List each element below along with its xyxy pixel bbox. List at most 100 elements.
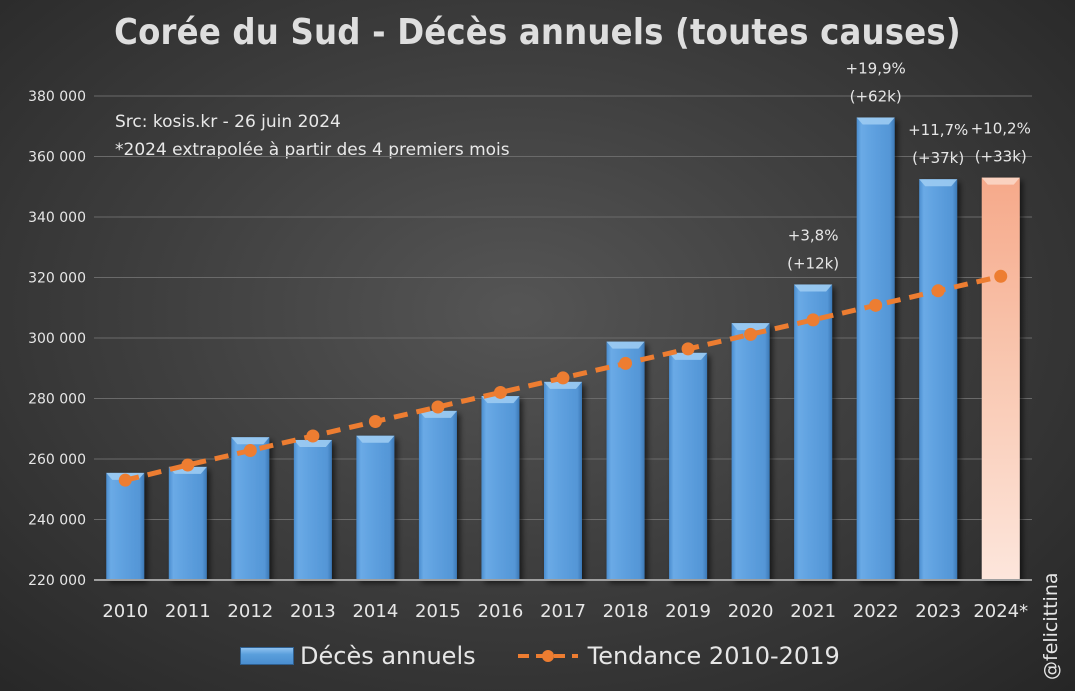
x-axis-ticks: 2010 2011 2012 2013 2014 2015 2016 2017 2018 2019… bbox=[102, 601, 1028, 622]
annotation-label: +3,8% bbox=[788, 226, 839, 244]
bar bbox=[231, 437, 270, 580]
trend-series bbox=[118, 269, 1008, 487]
bar bbox=[731, 323, 770, 580]
bar bbox=[669, 352, 708, 580]
legend-label-tendance: Tendance 2010-2019 bbox=[587, 642, 840, 670]
y-tick-label: 220 000 bbox=[28, 573, 86, 589]
bar bbox=[544, 381, 582, 580]
bar-2010 bbox=[106, 472, 145, 580]
legend-item-deces: Décès annuels bbox=[240, 642, 476, 670]
bar bbox=[168, 466, 207, 580]
trend-point bbox=[869, 298, 883, 312]
bar-2024* bbox=[981, 177, 1020, 581]
x-tick-label: 2012 bbox=[227, 601, 273, 622]
legend-item-tendance: Tendance 2010-2019 bbox=[476, 642, 840, 670]
trend-point bbox=[556, 371, 570, 385]
y-tick-label: 280 000 bbox=[28, 392, 86, 408]
x-tick-label: 2017 bbox=[540, 601, 586, 622]
y-axis-ticks: 220 000 240 000 260 000 280 000 300 000 320 0… bbox=[28, 89, 86, 589]
annotation-label: (+12k) bbox=[787, 254, 839, 272]
x-tick-label: 2015 bbox=[415, 601, 461, 622]
y-tick-label: 240 000 bbox=[28, 513, 86, 529]
bar-2011 bbox=[168, 466, 207, 580]
bar-bevel bbox=[356, 435, 395, 443]
bar-2020 bbox=[731, 323, 770, 580]
x-tick-label: 2022 bbox=[853, 601, 899, 622]
bar bbox=[418, 410, 457, 580]
bar-2014 bbox=[356, 435, 395, 580]
trend-point bbox=[243, 444, 257, 458]
trend-point bbox=[368, 414, 382, 428]
bar bbox=[856, 117, 895, 580]
x-tick-label: 2021 bbox=[790, 601, 836, 622]
bar-series bbox=[106, 117, 1020, 581]
bar-bevel bbox=[481, 396, 520, 404]
bar-bevel bbox=[544, 381, 582, 389]
x-tick-label: 2010 bbox=[102, 601, 148, 622]
y-tick-label: 340 000 bbox=[28, 210, 86, 226]
legend: Décès annuels Tendance 2010-2019 bbox=[240, 642, 840, 670]
trend-point bbox=[619, 356, 633, 370]
bar-2021 bbox=[794, 284, 833, 580]
legend-dashed-line-icon bbox=[517, 650, 578, 662]
bar bbox=[106, 472, 145, 580]
bar-bevel bbox=[418, 410, 457, 418]
bar-2017 bbox=[544, 381, 582, 580]
x-tick-label: 2024* bbox=[973, 601, 1028, 622]
bar-2022 bbox=[856, 117, 895, 580]
extrapolation-note: *2024 extrapolée à partir des 4 premiers… bbox=[115, 140, 510, 160]
trend-point bbox=[931, 284, 945, 298]
annotation-label: +11,7% bbox=[908, 121, 968, 139]
x-tick-label: 2023 bbox=[915, 601, 961, 622]
annotation-label: (+33k) bbox=[975, 148, 1027, 166]
trend-point bbox=[306, 429, 320, 443]
y-tick-label: 300 000 bbox=[28, 331, 86, 347]
watermark: @felicittina bbox=[1040, 572, 1062, 680]
bar bbox=[919, 179, 958, 580]
bar-2016 bbox=[481, 396, 520, 580]
y-tick-label: 320 000 bbox=[28, 271, 86, 287]
trend-point bbox=[181, 458, 195, 472]
y-tick-label: 380 000 bbox=[28, 89, 86, 105]
trend-point bbox=[118, 473, 132, 487]
y-tick-label: 260 000 bbox=[28, 452, 86, 468]
y-tick-label: 360 000 bbox=[28, 150, 86, 166]
bar bbox=[794, 284, 833, 580]
bar bbox=[356, 435, 395, 580]
bar-2023 bbox=[919, 179, 958, 580]
bar-bevel bbox=[293, 439, 332, 447]
bar-2019 bbox=[669, 352, 708, 580]
annotation-label: (+62k) bbox=[850, 87, 902, 105]
annotation-label: +10,2% bbox=[971, 120, 1031, 138]
bar-bevel bbox=[856, 117, 895, 125]
bar-2018 bbox=[606, 341, 645, 580]
trend-point bbox=[493, 385, 507, 399]
legend-bar-swatch-icon bbox=[240, 647, 294, 665]
annotation-label: +19,9% bbox=[846, 59, 906, 77]
bar-2015 bbox=[418, 410, 457, 580]
trend-point bbox=[744, 327, 758, 341]
bar bbox=[481, 396, 520, 580]
x-tick-label: 2013 bbox=[290, 601, 336, 622]
x-tick-label: 2011 bbox=[165, 601, 211, 622]
x-tick-label: 2019 bbox=[665, 601, 711, 622]
bar-bevel bbox=[981, 177, 1020, 185]
legend-label-deces: Décès annuels bbox=[300, 642, 476, 670]
bar-bevel bbox=[919, 179, 958, 187]
trend-point bbox=[681, 342, 695, 356]
trend-point bbox=[806, 313, 820, 327]
bar bbox=[981, 177, 1020, 581]
source-note: Src: kosis.kr - 26 juin 2024 bbox=[115, 112, 341, 132]
bar bbox=[606, 341, 645, 580]
bar-bevel bbox=[731, 323, 770, 331]
chart-title: Corée du Sud - Décès annuels (toutes cau… bbox=[114, 12, 961, 53]
x-tick-label: 2014 bbox=[352, 601, 398, 622]
x-tick-label: 2016 bbox=[478, 601, 524, 622]
bar-bevel bbox=[606, 341, 645, 349]
trend-point bbox=[994, 269, 1008, 283]
bar-annotations: +3,8% (+12k) +19,9% (+62k) +11,7% (+37k) +10,2… bbox=[787, 59, 1031, 272]
bar-bevel bbox=[231, 437, 270, 445]
bar-2013 bbox=[293, 439, 332, 580]
annotation-label: (+37k) bbox=[912, 149, 964, 167]
